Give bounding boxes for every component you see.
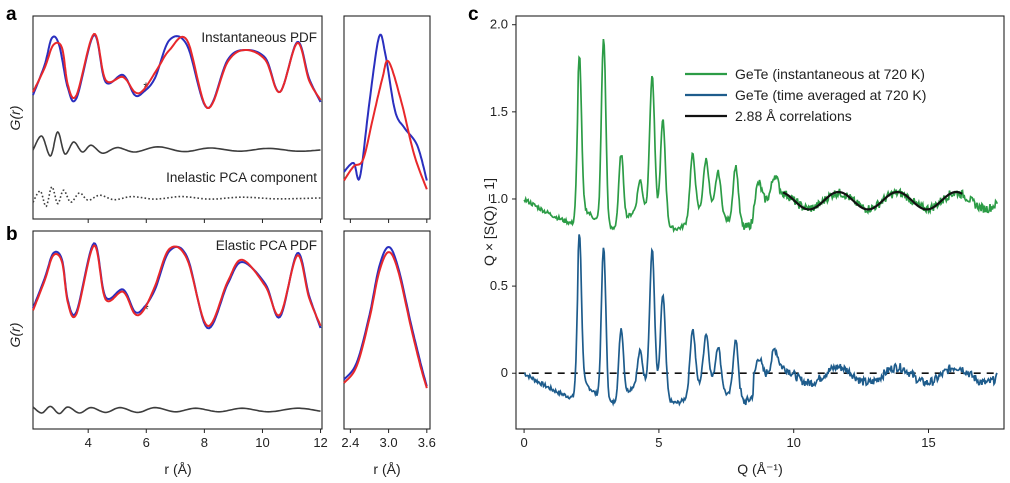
panel-c-xtick-label: 15 [921,435,935,450]
panel-c-plot: Q × [S(Q) − 1] Q (Å⁻¹) GeTe (instantaneo… [481,15,1005,477]
panel-c-ytick-label: 1.5 [490,104,508,119]
panel-a-zoom-frame [343,15,431,220]
panel-b-xlabel: r (Å) [164,461,191,477]
panel-b-zoom-xlabel: r (Å) [373,461,400,477]
panel-a-main-frame [32,15,323,220]
panel-c-series-green [523,38,999,234]
panel-c-xtick-label: 10 [786,435,800,450]
panel-c-xlabel: Q (Å⁻¹) [737,461,783,477]
g-b-zoom-series-instantaneous [343,251,428,389]
panel-b-ylabel: G(r) [7,323,23,348]
panel-a-ylabel: G(r) [7,106,23,131]
g-b-main-xtick-label: 6 [143,435,150,450]
panel-b-main-frame [32,230,323,430]
panel-b-zoom-frame [343,230,431,430]
panel-b-annotation-elastic: Elastic PCA PDF [216,238,317,253]
g-b-main-series-instantaneous [32,244,322,328]
panel-c-ytick-label: 1.0 [490,191,508,206]
panel-a-annotation-instantaneous: Instantaneous PDF [201,30,317,45]
panel-label-a: a [6,4,17,25]
legend-entry-instantaneous: GeTe (instantaneous at 720 K) [735,66,925,82]
g-b-main-xtick-label: 12 [313,435,327,450]
panel-c-ylabel: Q × [S(Q) − 1] [481,178,497,266]
panel-c-ytick-label: 0.5 [490,278,508,293]
g-a-zoom-series-instantaneous [343,59,428,190]
g-b-zoom-xtick-label: 3.0 [380,435,398,450]
g-b-main-xtick-label: 4 [85,435,92,450]
panel-b-asterisk: * [143,302,149,317]
g-b-main-xtick-label: 10 [255,435,269,450]
legend-entry-time-averaged: GeTe (time averaged at 720 K) [735,87,926,103]
g-a-main-series-inelastic [32,185,321,208]
g-b-main-xtick-label: 8 [201,435,208,450]
panel-b-zoom-plot: r (Å) 2.4 3.0 3.6 [341,230,436,477]
panel-label-c: c [468,4,479,25]
panel-c-ytick-label: 0 [501,365,508,380]
panel-c-xtick-label: 0 [520,435,527,450]
panel-a-main-plot: G(r) Instantaneous PDF Inelastic PCA com… [7,15,323,223]
panel-a-zoom-plot [343,15,431,223]
panel-b-main-plot: G(r) Elastic PCA PDF * r (Å) 4 6 8 10 12 [7,230,328,477]
panel-c-frame [515,15,1005,430]
legend-entry-correlations: 2.88 Å correlations [735,108,852,124]
g-b-main-series-difference [32,405,321,415]
panel-c-ytick-label: 2.0 [490,17,508,32]
g-a-main-series-difference [32,131,321,157]
g-a-zoom-series-time-averaged [343,33,428,181]
g-a-main-series-instantaneous [32,32,322,109]
panel-c-xtick-label: 5 [655,435,662,450]
panel-c-series-teal [523,234,998,407]
g-b-zoom-xtick-label: 2.4 [341,435,359,450]
panel-a-annotation-inelastic: Inelastic PCA component [166,170,317,185]
panel-c-series-correlations [782,190,963,211]
panel-c-legend: GeTe (instantaneous at 720 K) GeTe (time… [685,66,926,124]
g-b-zoom-xtick-label: 3.6 [418,435,436,450]
panel-label-b: b [6,224,18,245]
